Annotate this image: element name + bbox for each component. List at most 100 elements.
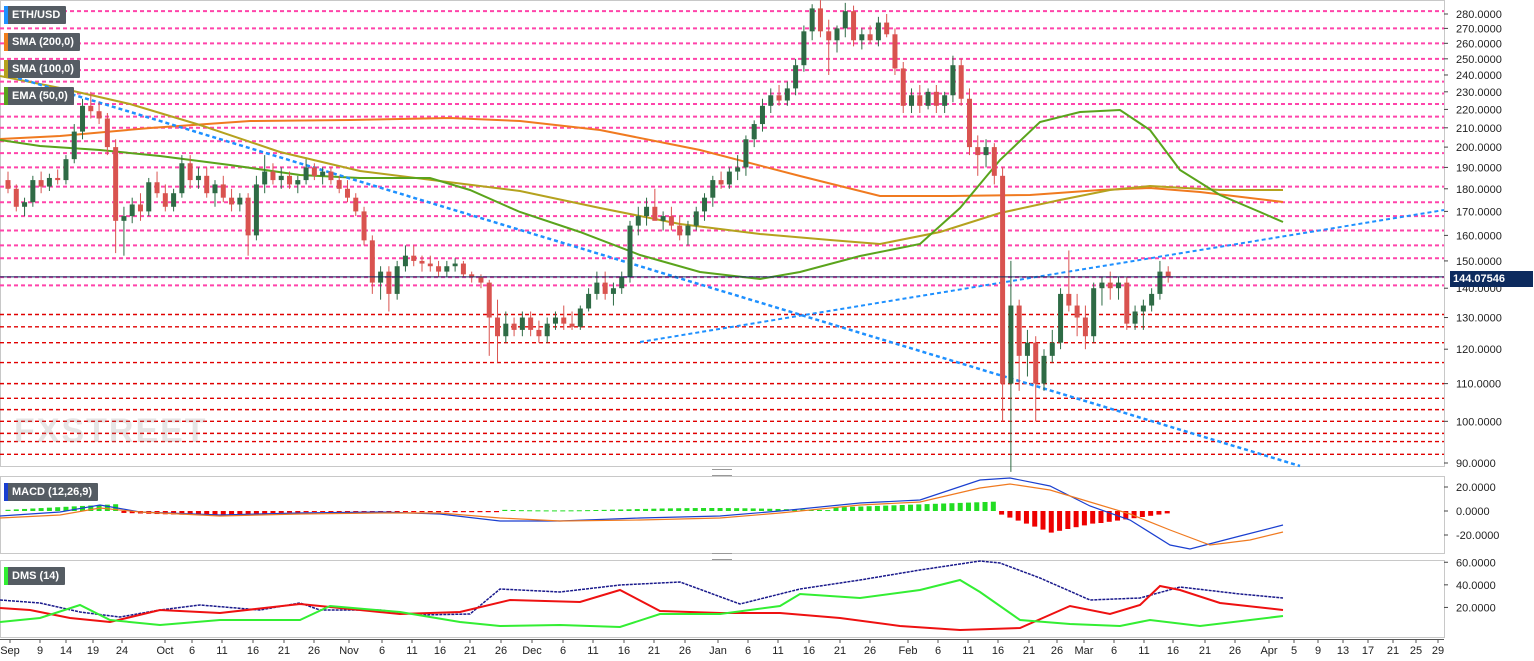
time-axis-tick-label: Feb bbox=[899, 645, 918, 657]
macd-histogram-bar bbox=[850, 506, 856, 511]
macd-histogram-bar bbox=[825, 510, 831, 512]
time-axis-tick-label: 6 bbox=[745, 645, 751, 657]
candle-body bbox=[1165, 271, 1171, 278]
time-axis-tick-label: 11 bbox=[1138, 645, 1149, 657]
candle-body bbox=[991, 147, 997, 176]
macd-histogram-bar bbox=[982, 502, 988, 511]
candle-body bbox=[46, 177, 52, 187]
candle-body bbox=[660, 216, 666, 221]
macd-histogram-bar bbox=[1023, 511, 1029, 524]
macd-histogram-bar bbox=[965, 502, 971, 511]
time-axis-tick-label: 16 bbox=[618, 645, 630, 657]
dms-label[interactable]: DMS (14) bbox=[4, 567, 66, 585]
pane-resize-handle-macd[interactable] bbox=[712, 469, 732, 476]
candle-body bbox=[1033, 342, 1039, 384]
candle-body bbox=[436, 266, 442, 272]
time-axis-tick-label: 16 bbox=[803, 645, 815, 657]
candle-body bbox=[270, 171, 276, 181]
price-axis-tick-label: 190.0000 bbox=[1456, 162, 1502, 174]
candle-body bbox=[1024, 342, 1030, 356]
candle-body bbox=[602, 282, 608, 294]
time-axis-tick-label: 16 bbox=[1167, 645, 1179, 657]
macd-histogram-bar bbox=[287, 511, 293, 513]
candle-body bbox=[768, 95, 774, 106]
macd-histogram-bar bbox=[386, 511, 392, 513]
candle-body bbox=[875, 22, 881, 41]
candle-body bbox=[735, 167, 741, 172]
candle-body bbox=[842, 11, 848, 29]
candle-body bbox=[452, 263, 458, 267]
time-axis-tick-label: 6 bbox=[379, 645, 385, 657]
macd-histogram-bar bbox=[659, 508, 665, 511]
macd-histogram-bar bbox=[833, 507, 839, 511]
macd-histogram-bar bbox=[792, 509, 798, 511]
time-axis-tick-label: 6 bbox=[935, 645, 941, 657]
time-axis-tick-label: 29 bbox=[1432, 645, 1444, 657]
macd-histogram-bar bbox=[270, 511, 276, 514]
candle-body bbox=[179, 163, 185, 194]
sma100-label[interactable]: SMA (100,0) bbox=[4, 60, 80, 78]
candle-body bbox=[336, 180, 342, 189]
macd-histogram-bar bbox=[742, 508, 748, 511]
candle-body bbox=[552, 317, 558, 324]
candle-body bbox=[146, 182, 152, 212]
candle-body bbox=[287, 175, 293, 185]
candle-body bbox=[751, 124, 757, 140]
dms-axis-tick-label: 20.0000 bbox=[1456, 602, 1496, 614]
time-axis-tick-label: Nov bbox=[339, 645, 359, 657]
candle-body bbox=[950, 65, 956, 96]
macd-histogram-bar bbox=[957, 502, 963, 511]
macd-histogram-bar bbox=[353, 511, 359, 513]
macd-histogram-bar bbox=[311, 511, 317, 513]
macd-histogram-bar bbox=[253, 511, 259, 514]
candle-body bbox=[958, 65, 964, 99]
time-axis-tick-label: Apr bbox=[1260, 645, 1277, 657]
symbol-label[interactable]: ETH/USD bbox=[4, 6, 67, 24]
ema50-label[interactable]: EMA (50,0) bbox=[4, 87, 74, 105]
time-axis-tick-label: 26 bbox=[495, 645, 507, 657]
time-axis-tick-label: 5 bbox=[1291, 645, 1297, 657]
macd-histogram-bar bbox=[858, 506, 864, 511]
sma200-label[interactable]: SMA (200,0) bbox=[4, 33, 80, 51]
macd-histogram-bar bbox=[543, 510, 549, 512]
macd-histogram-bar bbox=[990, 501, 996, 511]
time-axis-tick-label: 11 bbox=[772, 645, 783, 657]
candle-body bbox=[925, 91, 931, 106]
macd-histogram-bar bbox=[1040, 511, 1046, 530]
candle-body bbox=[1058, 293, 1064, 343]
macd-histogram-bar bbox=[502, 509, 508, 511]
time-axis-tick-label: 17 bbox=[1362, 645, 1374, 657]
price-axis-tick-label: 210.0000 bbox=[1456, 123, 1502, 135]
macd-label[interactable]: MACD (12,26,9) bbox=[4, 483, 99, 501]
macd-histogram-bar bbox=[336, 511, 342, 512]
candle-body bbox=[162, 193, 168, 207]
pane-resize-handle-dms[interactable] bbox=[712, 553, 732, 560]
candle-body bbox=[784, 88, 790, 101]
candle-body bbox=[137, 204, 143, 212]
candle-body bbox=[718, 180, 724, 185]
macd-axis-tick-label: -20.0000 bbox=[1456, 530, 1499, 542]
macd-histogram-bar bbox=[1139, 511, 1145, 517]
macd-histogram-bar bbox=[651, 508, 657, 511]
candle-body bbox=[344, 188, 350, 198]
candle-body bbox=[892, 34, 898, 69]
macd-histogram-bar bbox=[750, 508, 756, 511]
price-axis-tick-label: 220.0000 bbox=[1456, 104, 1502, 116]
dms-axis-tick-label: 60.0000 bbox=[1456, 557, 1496, 569]
candle-body bbox=[104, 118, 110, 148]
macd-histogram-bar bbox=[684, 508, 690, 511]
macd-histogram-bar bbox=[129, 511, 135, 514]
candle-body bbox=[966, 98, 972, 148]
dmi-minus-line bbox=[0, 584, 1284, 632]
candle-body bbox=[627, 225, 633, 278]
candle-body bbox=[237, 197, 243, 205]
macd-histogram-bar bbox=[1123, 511, 1129, 520]
macd-histogram-bar bbox=[767, 508, 773, 511]
candle-body bbox=[278, 175, 284, 181]
candle-body bbox=[195, 175, 201, 181]
time-axis-tick-label: Sep bbox=[0, 645, 20, 657]
macd-histogram-bar bbox=[229, 511, 235, 515]
macd-histogram-bar bbox=[46, 507, 52, 511]
candle-body bbox=[411, 255, 417, 261]
